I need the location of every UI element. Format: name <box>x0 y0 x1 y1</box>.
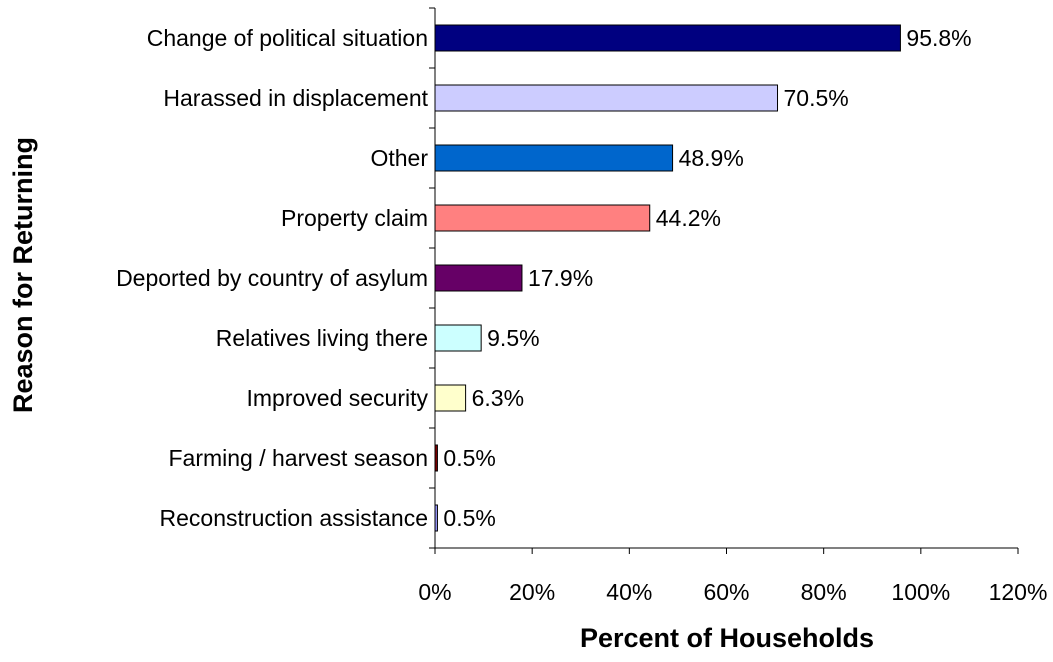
x-tick-label: 0% <box>418 579 451 605</box>
x-tick-label: 40% <box>606 579 652 605</box>
bar <box>434 204 651 232</box>
category-label: Farming / harvest season <box>168 445 428 471</box>
category-label: Change of political situation <box>147 25 428 51</box>
data-label: 0.5% <box>443 505 495 531</box>
bar <box>434 84 779 112</box>
data-label: 44.2% <box>656 205 721 231</box>
bar <box>434 324 482 352</box>
x-tick-label: 80% <box>801 579 847 605</box>
bar <box>434 264 523 292</box>
y-axis-title: Reason for Returning <box>8 137 38 413</box>
data-label: 9.5% <box>487 325 539 351</box>
bar <box>434 384 467 412</box>
x-tick-label: 120% <box>989 579 1048 605</box>
category-label: Property claim <box>281 205 428 231</box>
data-label: 48.9% <box>679 145 744 171</box>
data-label: 70.5% <box>784 85 849 111</box>
bars <box>434 24 901 532</box>
data-label: 6.3% <box>472 385 524 411</box>
category-label: Relatives living there <box>216 325 428 351</box>
category-label: Deported by country of asylum <box>116 265 428 291</box>
data-label: 0.5% <box>443 445 495 471</box>
x-axis-title: Percent of Households <box>580 623 874 653</box>
category-label: Harassed in displacement <box>163 85 428 111</box>
bar <box>434 24 901 52</box>
category-label: Reconstruction assistance <box>160 505 428 531</box>
data-label: 95.8% <box>906 25 971 51</box>
category-label: Other <box>370 145 428 171</box>
labels: Change of political situation 95.8% Harass… <box>116 25 1047 605</box>
bar <box>434 144 674 172</box>
axes <box>429 7 1019 554</box>
x-tick-label: 60% <box>703 579 749 605</box>
x-tick-label: 20% <box>509 579 555 605</box>
category-label: Improved security <box>246 385 428 411</box>
x-tick-label: 100% <box>891 579 950 605</box>
data-label: 17.9% <box>528 265 593 291</box>
